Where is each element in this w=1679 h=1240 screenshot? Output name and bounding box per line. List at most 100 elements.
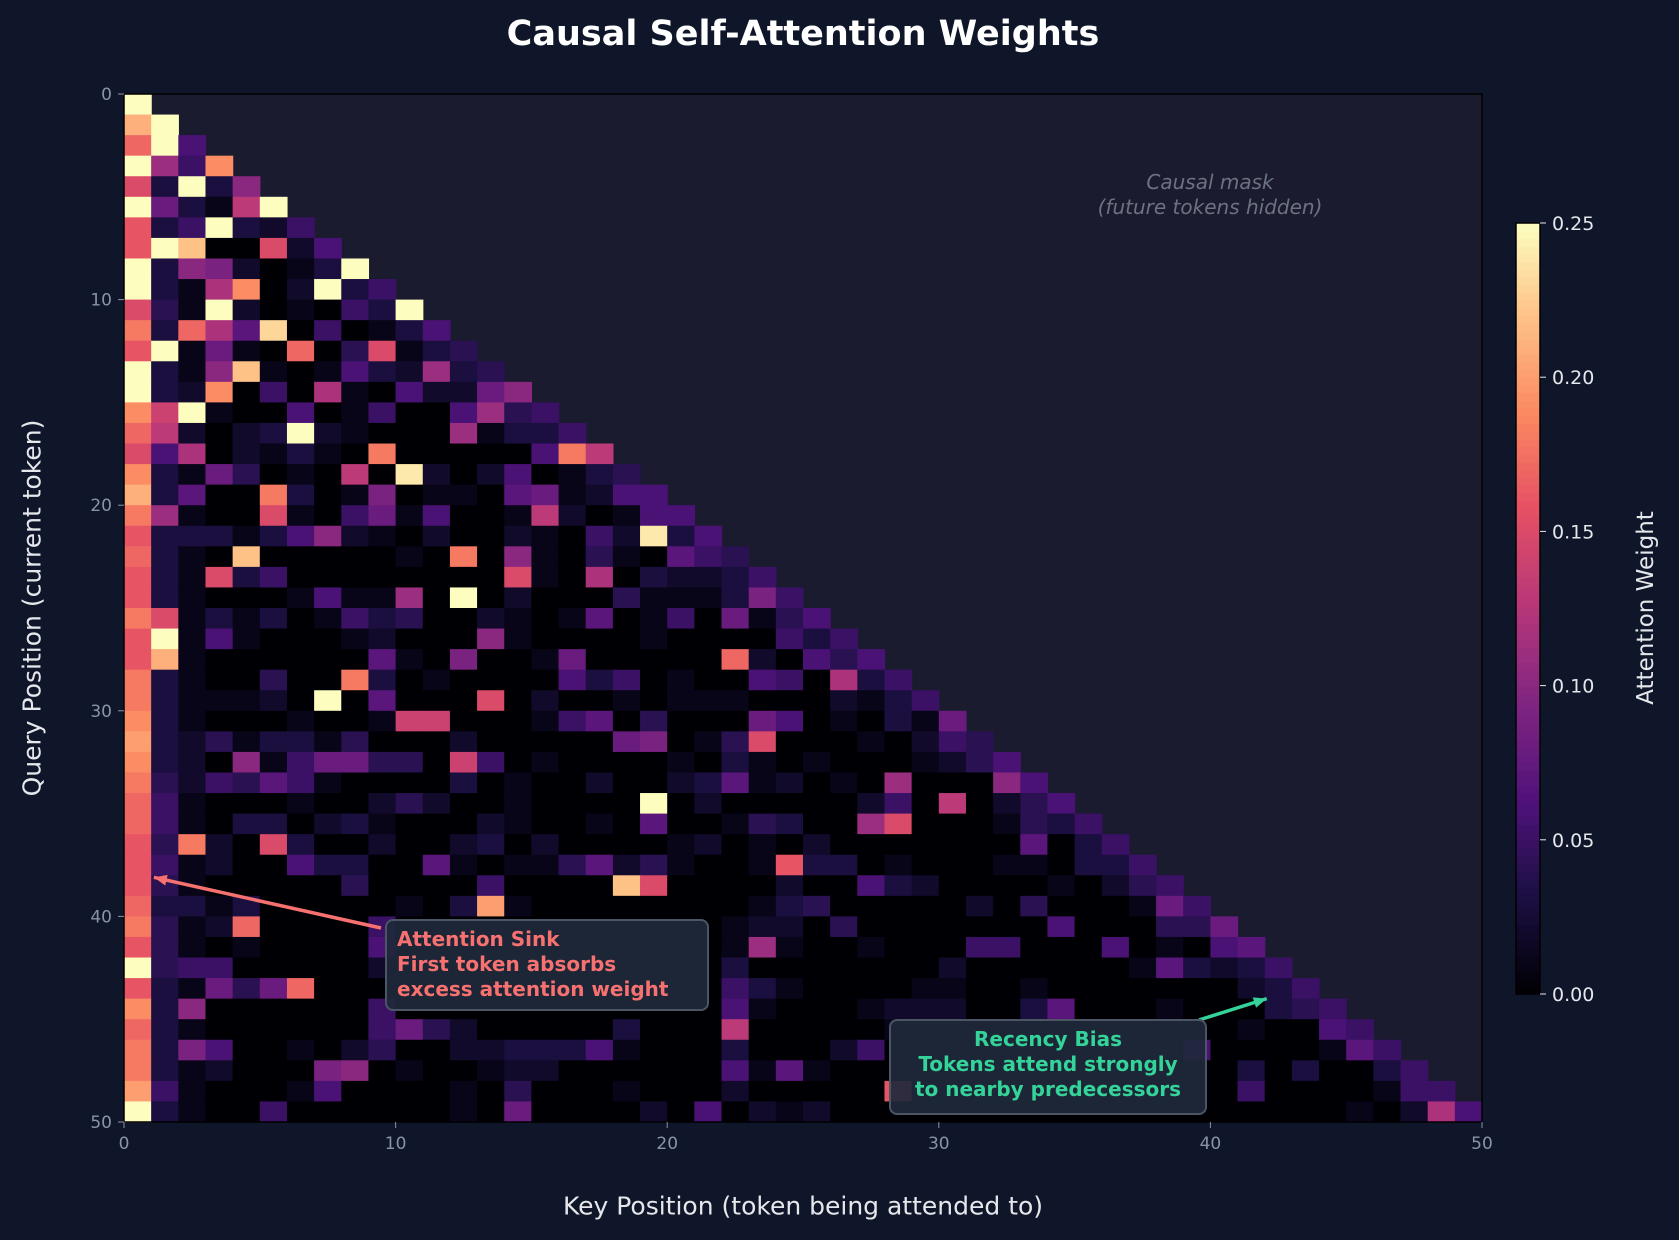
heatmap-cell xyxy=(748,772,777,794)
heatmap-cell xyxy=(477,587,505,609)
heatmap-cell xyxy=(1237,1039,1266,1061)
heatmap-cell xyxy=(314,1039,342,1061)
heatmap-cell xyxy=(259,793,288,815)
heatmap-cell xyxy=(721,731,750,753)
heatmap-cell xyxy=(803,1060,831,1082)
heatmap-cell xyxy=(640,690,668,712)
heatmap-cell xyxy=(449,1080,478,1103)
heatmap-cell xyxy=(341,751,370,774)
heatmap-cell xyxy=(314,443,342,465)
heatmap-cell xyxy=(124,299,152,321)
heatmap-cell xyxy=(314,587,342,609)
heatmap-cell xyxy=(775,1039,804,1061)
heatmap-cell xyxy=(124,1039,152,1061)
heatmap-cell xyxy=(612,669,641,691)
colorbar-segment xyxy=(1516,862,1540,872)
heatmap-cell xyxy=(748,1060,777,1082)
colorbar-segment xyxy=(1516,431,1540,440)
heatmap-cell xyxy=(124,978,152,1000)
heatmap-cell xyxy=(694,813,723,835)
heatmap-cell xyxy=(449,1101,478,1123)
heatmap-cell xyxy=(694,628,723,650)
heatmap-cell xyxy=(341,793,370,815)
heatmap-cell xyxy=(1291,1101,1320,1123)
heatmap-cell xyxy=(314,731,342,753)
heatmap-cell xyxy=(151,628,179,650)
colorbar-segment xyxy=(1516,554,1540,563)
heatmap-cell xyxy=(640,793,668,815)
heatmap-cell xyxy=(857,978,886,1000)
heatmap-cell xyxy=(803,772,831,794)
heatmap-cell xyxy=(803,608,831,630)
heatmap-cell xyxy=(314,710,342,732)
heatmap-cell xyxy=(938,895,967,917)
heatmap-cell xyxy=(694,895,723,917)
heatmap-cell xyxy=(504,566,532,589)
heatmap-cell xyxy=(775,875,804,897)
heatmap-cell xyxy=(422,793,451,815)
heatmap-cell xyxy=(748,1080,777,1103)
heatmap-cell xyxy=(422,587,451,609)
heatmap-cell xyxy=(232,936,261,959)
heatmap-cell xyxy=(694,566,723,589)
heatmap-cell xyxy=(477,525,505,547)
colorbar-segment xyxy=(1516,539,1540,548)
heatmap-cell xyxy=(830,1080,858,1103)
heatmap-cell xyxy=(531,895,560,917)
heatmap-cell xyxy=(178,649,207,671)
heatmap-cell xyxy=(232,1060,261,1082)
annotation-line: First token absorbs xyxy=(397,952,617,976)
heatmap-cell xyxy=(531,649,560,671)
heatmap-cell xyxy=(341,998,370,1020)
heatmap-cell xyxy=(721,628,750,650)
heatmap-cell xyxy=(259,813,288,835)
colorbar-tick-label: 0.15 xyxy=(1552,521,1594,543)
heatmap-cell xyxy=(449,793,478,815)
heatmap-cell xyxy=(314,381,342,403)
heatmap-cell xyxy=(232,525,261,547)
heatmap-cell xyxy=(504,608,532,630)
heatmap-cell xyxy=(151,279,179,301)
heatmap-cell xyxy=(857,649,886,671)
colorbar-segment xyxy=(1516,269,1540,278)
heatmap-cell xyxy=(286,854,315,876)
y-axis-label: Query Position (current token) xyxy=(17,419,47,797)
heatmap-cell xyxy=(178,998,207,1020)
heatmap-cell xyxy=(558,1080,587,1103)
colorbar-segment xyxy=(1516,346,1540,355)
heatmap-cell xyxy=(314,895,342,917)
colorbar-segment xyxy=(1516,716,1540,725)
heatmap-cell xyxy=(612,813,641,835)
heatmap-cell xyxy=(721,1101,750,1123)
heatmap-cell xyxy=(1210,1080,1239,1103)
heatmap-cell xyxy=(422,834,451,856)
heatmap-cell xyxy=(857,998,886,1020)
heatmap-cell xyxy=(232,608,261,630)
heatmap-cell xyxy=(504,669,532,691)
colorbar-segment xyxy=(1516,384,1540,394)
heatmap-cell xyxy=(830,628,858,650)
heatmap-cell xyxy=(368,505,397,527)
heatmap-cell xyxy=(612,628,641,650)
heatmap-cell xyxy=(286,464,315,486)
heatmap-cell xyxy=(775,936,804,959)
colorbar-segment xyxy=(1516,816,1540,825)
heatmap-cell xyxy=(124,813,152,835)
heatmap-cell xyxy=(368,710,397,732)
heatmap-cell xyxy=(911,690,940,712)
heatmap-cell xyxy=(504,1080,532,1103)
colorbar-segment xyxy=(1516,392,1540,401)
heatmap-cell xyxy=(368,464,397,486)
heatmap-cell xyxy=(857,731,886,753)
heatmap-cell xyxy=(286,361,315,383)
heatmap-cell xyxy=(775,710,804,732)
heatmap-cell xyxy=(830,731,858,753)
heatmap-cell xyxy=(775,690,804,712)
heatmap-cell xyxy=(368,340,397,362)
heatmap-cell xyxy=(178,464,207,486)
heatmap-cell xyxy=(368,443,397,465)
heatmap-cell xyxy=(259,299,288,321)
heatmap-cell xyxy=(1074,854,1103,876)
heatmap-cell xyxy=(830,690,858,712)
heatmap-cell xyxy=(259,402,288,424)
